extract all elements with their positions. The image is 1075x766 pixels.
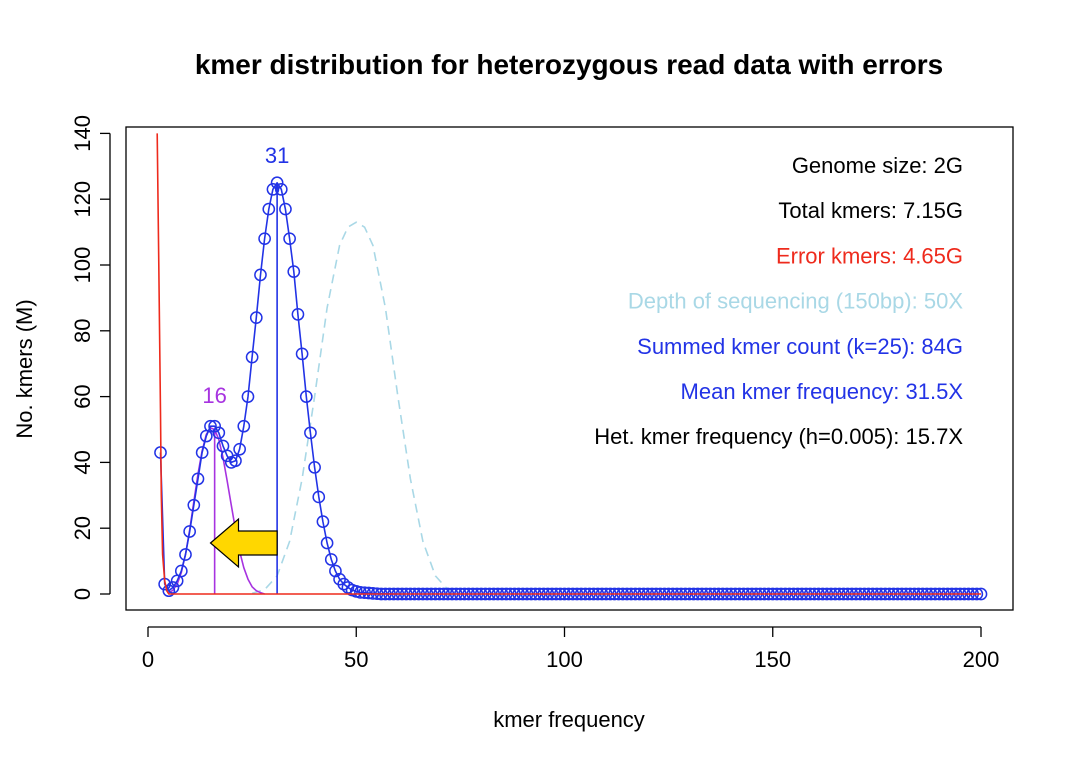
y-tick-label: 40 bbox=[70, 450, 95, 474]
data-point bbox=[266, 182, 280, 196]
legend-entry: Genome size: 2G bbox=[792, 153, 963, 178]
data-point bbox=[187, 498, 201, 512]
x-tick-label: 100 bbox=[546, 647, 583, 672]
data-point bbox=[254, 268, 267, 282]
data-point bbox=[166, 581, 180, 594]
legend-entry: Het. kmer frequency (h=0.005): 15.7X bbox=[594, 424, 963, 449]
x-axis: 0 50 100 150 200 bbox=[142, 626, 1000, 672]
data-point bbox=[270, 176, 284, 190]
arrow-icon bbox=[209, 517, 278, 569]
plot-frame bbox=[125, 126, 1014, 611]
legend-entry: Summed kmer count (k=25): 84G bbox=[637, 334, 963, 359]
data-point bbox=[274, 182, 288, 196]
data-point bbox=[233, 442, 246, 456]
error-kmer-curve bbox=[156, 133, 981, 595]
y-tick-label: 120 bbox=[70, 181, 95, 218]
y-tick-label: 20 bbox=[70, 516, 95, 540]
legend-entry: Depth of sequencing (150bp): 50X bbox=[628, 289, 963, 314]
data-point bbox=[287, 265, 301, 278]
data-point bbox=[316, 515, 330, 528]
y-axis: 0 20 40 60 80 100 120 140 bbox=[70, 115, 111, 600]
data-point bbox=[212, 426, 226, 440]
data-point bbox=[354, 586, 367, 599]
legend: Genome size: 2G Total kmers: 7.15G Error k… bbox=[594, 153, 963, 449]
legend-entry: Error kmers: 4.65G bbox=[776, 243, 963, 268]
data-point bbox=[229, 454, 242, 468]
data-point bbox=[191, 472, 205, 486]
data-point bbox=[237, 419, 251, 433]
plot-series-group bbox=[154, 133, 988, 601]
y-tick-label: 60 bbox=[70, 384, 95, 408]
data-point bbox=[208, 419, 221, 433]
data-point bbox=[299, 390, 313, 403]
y-tick-label: 80 bbox=[70, 319, 95, 343]
data-point bbox=[241, 390, 255, 403]
peak-label: 16 bbox=[202, 383, 226, 408]
data-point bbox=[283, 232, 296, 246]
x-tick-label: 200 bbox=[963, 647, 1000, 672]
peak-label: 31 bbox=[265, 143, 289, 168]
data-point bbox=[304, 426, 317, 440]
data-point bbox=[245, 350, 259, 364]
x-axis-title: kmer frequency bbox=[493, 707, 645, 732]
data-point bbox=[249, 311, 263, 324]
x-tick-label: 50 bbox=[344, 647, 368, 672]
y-tick-label: 140 bbox=[70, 115, 95, 152]
total-fit-curve bbox=[159, 182, 398, 595]
x-tick-label: 150 bbox=[754, 647, 791, 672]
legend-entry: Mean kmer frequency: 31.5X bbox=[681, 379, 964, 404]
data-point bbox=[204, 419, 217, 433]
data-point bbox=[320, 536, 334, 550]
data-point bbox=[362, 586, 376, 600]
chart-title: kmer distribution for heterozygous read … bbox=[195, 49, 943, 80]
heterozygous-fit-curve bbox=[168, 427, 265, 595]
data-point bbox=[324, 553, 338, 566]
y-tick-label: 100 bbox=[70, 247, 95, 284]
y-tick-label: 0 bbox=[70, 588, 95, 600]
data-point bbox=[279, 202, 292, 216]
data-point bbox=[258, 232, 271, 246]
data-point bbox=[174, 564, 188, 578]
data-point bbox=[312, 490, 326, 504]
data-point bbox=[291, 308, 305, 321]
data-point bbox=[183, 525, 196, 538]
data-point bbox=[179, 548, 192, 561]
data-point bbox=[195, 446, 209, 459]
data-point bbox=[337, 577, 351, 591]
data-point bbox=[162, 584, 176, 598]
data-point bbox=[295, 347, 309, 361]
legend-entry: Total kmers: 7.15G bbox=[778, 198, 963, 223]
depth-of-sequencing-curve bbox=[251, 221, 461, 595]
y-axis-title: No. kmers (M) bbox=[12, 299, 37, 438]
data-point bbox=[358, 586, 371, 600]
data-point bbox=[308, 460, 321, 474]
x-tick-label: 0 bbox=[142, 647, 154, 672]
data-point bbox=[262, 202, 276, 216]
